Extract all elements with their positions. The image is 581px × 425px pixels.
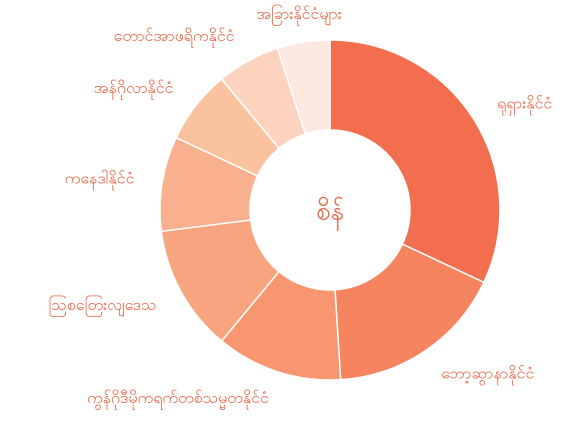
slice-label: ဘော့ဆွာနာနိုင်ငံ xyxy=(441,363,534,385)
slice-label: သြစတြေးလျဒေသ xyxy=(49,295,157,317)
donut-slice xyxy=(329,39,501,284)
slice-label: တောင်အာဖရိကနိုင်ငံ xyxy=(114,26,235,48)
center-label: စိန် xyxy=(316,196,344,232)
slice-label: အန်ဂိုလာနိုင်ငံ xyxy=(94,78,174,100)
slice-label: အခြားနိုင်ငံများ xyxy=(256,4,341,26)
donut-slice xyxy=(334,243,485,381)
slice-label: ကနေဒါနိုင်ငံ xyxy=(65,169,135,191)
slice-label: ကွန်ဂိုဒီမိုကရက်တစ်သမ္မတနိုင်ငံ xyxy=(87,388,269,410)
slice-label: ရုရှားနိုင်ငံ xyxy=(497,93,552,115)
donut-slice xyxy=(276,39,331,135)
